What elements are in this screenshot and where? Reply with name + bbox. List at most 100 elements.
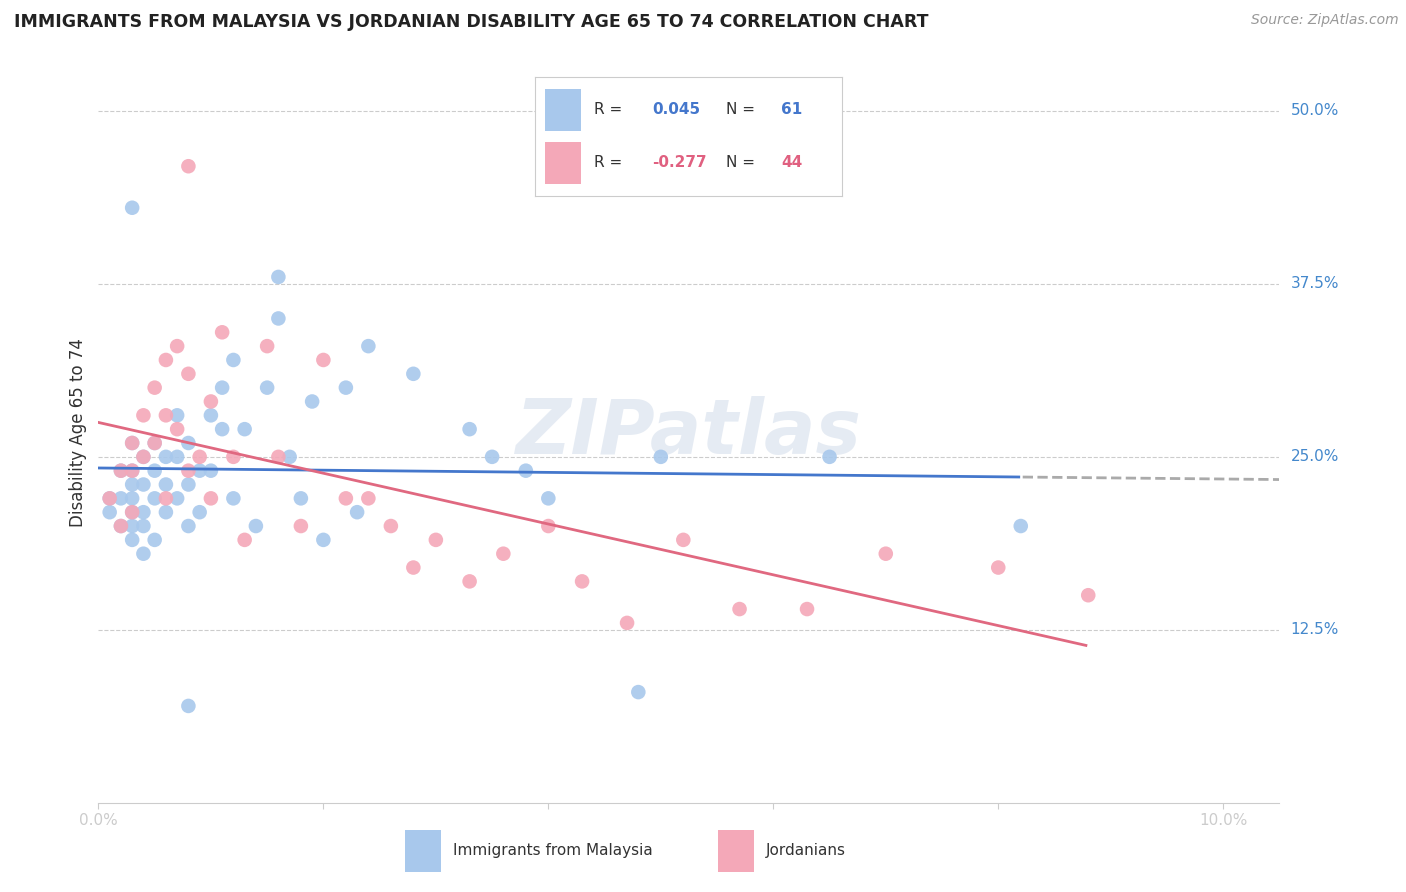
Point	[301, 394, 323, 409]
Point	[121, 505, 143, 519]
Point	[121, 491, 143, 506]
Point	[188, 464, 211, 478]
Point	[200, 491, 222, 506]
Point	[245, 519, 267, 533]
Point	[402, 560, 425, 574]
Point	[335, 491, 357, 506]
Point	[267, 311, 290, 326]
Point	[177, 436, 200, 450]
Point	[256, 339, 278, 353]
Point	[1010, 519, 1032, 533]
Point	[155, 491, 177, 506]
Point	[290, 519, 312, 533]
Point	[121, 201, 143, 215]
Point	[110, 464, 132, 478]
Point	[132, 547, 155, 561]
Point	[121, 505, 143, 519]
Point	[458, 422, 481, 436]
Point	[267, 450, 290, 464]
Point	[515, 464, 537, 478]
Point	[155, 505, 177, 519]
Point	[98, 491, 121, 506]
Point	[121, 477, 143, 491]
Point	[121, 464, 143, 478]
Point	[121, 519, 143, 533]
Point	[155, 353, 177, 368]
Point	[312, 533, 335, 547]
Point	[650, 450, 672, 464]
Point	[132, 519, 155, 533]
Point	[312, 353, 335, 368]
Point	[177, 698, 200, 713]
Point	[188, 505, 211, 519]
Point	[728, 602, 751, 616]
Point	[222, 353, 245, 368]
Text: Source: ZipAtlas.com: Source: ZipAtlas.com	[1251, 13, 1399, 28]
Point	[121, 464, 143, 478]
Point	[132, 450, 155, 464]
Point	[98, 491, 121, 506]
Point	[132, 450, 155, 464]
Point	[458, 574, 481, 589]
Point	[796, 602, 818, 616]
Point	[357, 339, 380, 353]
Point	[380, 519, 402, 533]
Point	[357, 491, 380, 506]
Point	[537, 519, 560, 533]
Point	[166, 339, 188, 353]
Point	[132, 477, 155, 491]
Point	[143, 533, 166, 547]
Point	[278, 450, 301, 464]
Point	[143, 464, 166, 478]
Point	[627, 685, 650, 699]
Point	[166, 422, 188, 436]
Point	[211, 381, 233, 395]
Text: ZIPatlas: ZIPatlas	[516, 396, 862, 469]
Point	[571, 574, 593, 589]
Point	[211, 326, 233, 340]
Point	[110, 519, 132, 533]
Point	[256, 381, 278, 395]
Point	[177, 519, 200, 533]
Point	[121, 436, 143, 450]
Point	[402, 367, 425, 381]
Point	[425, 533, 447, 547]
Point	[132, 409, 155, 423]
Point	[987, 560, 1010, 574]
Point	[346, 505, 368, 519]
Point	[166, 450, 188, 464]
Point	[188, 450, 211, 464]
Y-axis label: Disability Age 65 to 74: Disability Age 65 to 74	[69, 338, 87, 527]
Point	[222, 450, 245, 464]
Point	[233, 533, 256, 547]
Point	[200, 394, 222, 409]
Point	[155, 409, 177, 423]
Point	[110, 464, 132, 478]
Point	[335, 381, 357, 395]
Point	[177, 159, 200, 173]
Point	[177, 477, 200, 491]
Text: IMMIGRANTS FROM MALAYSIA VS JORDANIAN DISABILITY AGE 65 TO 74 CORRELATION CHART: IMMIGRANTS FROM MALAYSIA VS JORDANIAN DI…	[14, 13, 928, 31]
Point	[166, 491, 188, 506]
Point	[177, 367, 200, 381]
Point	[143, 491, 166, 506]
Point	[672, 533, 695, 547]
Point	[211, 422, 233, 436]
Point	[267, 269, 290, 284]
Point	[537, 491, 560, 506]
Point	[233, 422, 256, 436]
Point	[143, 436, 166, 450]
Point	[177, 464, 200, 478]
Point	[143, 436, 166, 450]
Point	[1077, 588, 1099, 602]
Point	[132, 505, 155, 519]
Point	[200, 409, 222, 423]
Point	[155, 450, 177, 464]
Point	[222, 491, 245, 506]
Text: 50.0%: 50.0%	[1291, 103, 1339, 119]
Point	[481, 450, 503, 464]
Point	[110, 519, 132, 533]
Point	[98, 505, 121, 519]
Text: 25.0%: 25.0%	[1291, 450, 1339, 465]
Point	[200, 464, 222, 478]
